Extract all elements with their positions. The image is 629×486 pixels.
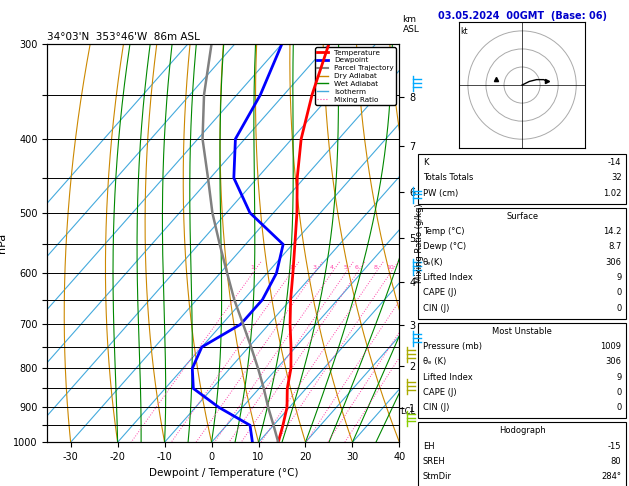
Text: LCL: LCL: [400, 407, 415, 416]
Text: 34°03'N  353°46'W  86m ASL: 34°03'N 353°46'W 86m ASL: [47, 32, 200, 42]
Text: 9: 9: [616, 273, 621, 282]
Text: 1.02: 1.02: [603, 189, 621, 198]
X-axis label: Dewpoint / Temperature (°C): Dewpoint / Temperature (°C): [148, 468, 298, 478]
Text: Dewp (°C): Dewp (°C): [423, 243, 466, 251]
Text: 2: 2: [289, 265, 292, 270]
Text: 1: 1: [251, 265, 255, 270]
Text: Temp (°C): Temp (°C): [423, 227, 464, 236]
Text: K: K: [423, 158, 428, 167]
Text: 0: 0: [616, 403, 621, 412]
Text: km
ASL: km ASL: [403, 15, 420, 34]
Text: 8.7: 8.7: [608, 243, 621, 251]
Text: 306: 306: [606, 357, 621, 366]
Text: 03.05.2024  00GMT  (Base: 06): 03.05.2024 00GMT (Base: 06): [438, 11, 606, 21]
Text: Mixing Ratio (g/kg): Mixing Ratio (g/kg): [415, 203, 424, 283]
Text: Hodograph: Hodograph: [499, 426, 545, 435]
Text: 32: 32: [611, 174, 621, 182]
Text: kt: kt: [460, 27, 469, 36]
Text: 10: 10: [386, 265, 394, 270]
Text: SREH: SREH: [423, 457, 445, 466]
Text: 8: 8: [374, 265, 377, 270]
Text: CAPE (J): CAPE (J): [423, 288, 456, 297]
Text: 5: 5: [343, 265, 347, 270]
Legend: Temperature, Dewpoint, Parcel Trajectory, Dry Adiabat, Wet Adiabat, Isotherm, Mi: Temperature, Dewpoint, Parcel Trajectory…: [315, 47, 396, 105]
Text: Totals Totals: Totals Totals: [423, 174, 473, 182]
Text: Most Unstable: Most Unstable: [492, 327, 552, 336]
Text: Lifted Index: Lifted Index: [423, 273, 472, 282]
Text: CAPE (J): CAPE (J): [423, 388, 456, 397]
Text: -14: -14: [608, 158, 621, 167]
Text: 9: 9: [616, 373, 621, 382]
Text: CIN (J): CIN (J): [423, 403, 449, 412]
Text: 80: 80: [611, 457, 621, 466]
Text: 1009: 1009: [601, 342, 621, 351]
Text: -15: -15: [608, 442, 621, 451]
Text: 3: 3: [312, 265, 316, 270]
Text: 284°: 284°: [601, 472, 621, 481]
Text: 4: 4: [330, 265, 333, 270]
Text: EH: EH: [423, 442, 434, 451]
Text: θₑ(K): θₑ(K): [423, 258, 443, 267]
Text: 6: 6: [355, 265, 359, 270]
Text: StmDir: StmDir: [423, 472, 452, 481]
Text: Lifted Index: Lifted Index: [423, 373, 472, 382]
Text: 0: 0: [616, 388, 621, 397]
Text: 0: 0: [616, 288, 621, 297]
Text: θₑ (K): θₑ (K): [423, 357, 446, 366]
Text: Pressure (mb): Pressure (mb): [423, 342, 482, 351]
Text: 14.2: 14.2: [603, 227, 621, 236]
Text: Surface: Surface: [506, 212, 538, 221]
Text: CIN (J): CIN (J): [423, 304, 449, 312]
Text: PW (cm): PW (cm): [423, 189, 458, 198]
Text: 0: 0: [616, 304, 621, 312]
Text: 306: 306: [606, 258, 621, 267]
Y-axis label: hPa: hPa: [0, 233, 8, 253]
